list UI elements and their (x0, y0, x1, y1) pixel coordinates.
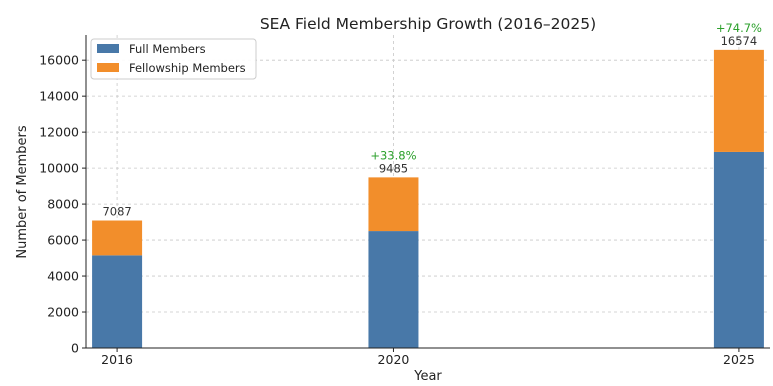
y-tick-label: 14000 (39, 89, 79, 104)
y-tick-label: 6000 (47, 233, 79, 248)
y-tick-label: 12000 (39, 125, 79, 140)
total-label: 7087 (102, 205, 131, 219)
bar-labels: 7087 9485+33.8% 16574+74.7% (102, 21, 762, 219)
bar-fellowship-members (92, 220, 143, 256)
bar-full-members (92, 255, 143, 348)
y-tick-label: 2000 (47, 305, 79, 320)
grid-lines (86, 35, 770, 349)
x-tick-label: 2016 (101, 352, 133, 367)
legend-label-full-members: Full Members (129, 42, 206, 56)
x-axis-label: Year (413, 369, 442, 384)
bar-fellowship-members (713, 49, 764, 152)
bar-full-members (713, 151, 764, 348)
bar-full-members (368, 231, 419, 348)
legend-label-fellowship-members: Fellowship Members (129, 61, 246, 75)
y-tick-label: 0 (71, 341, 79, 356)
legend-frame (90, 38, 257, 80)
growth-label: +74.7% (716, 21, 762, 35)
legend: Full Members Fellowship Members (90, 38, 257, 80)
bars (92, 49, 764, 348)
chart-title: SEA Field Membership Growth (2016–2025) (260, 15, 596, 33)
growth-label: +33.8% (370, 148, 416, 162)
x-tick-label: 2020 (378, 352, 410, 367)
x-tick-label: 2025 (723, 352, 755, 367)
x-axis-ticks: 2016 2020 2025 (101, 348, 755, 367)
y-tick-label: 8000 (47, 197, 79, 212)
legend-swatch-full-members (97, 44, 119, 53)
total-label: 9485 (379, 161, 408, 175)
y-tick-label: 10000 (39, 161, 79, 176)
legend-swatch-fellowship-members (97, 63, 119, 72)
bar-fellowship-members (368, 177, 419, 232)
y-tick-label: 4000 (47, 269, 79, 284)
total-label: 16574 (721, 34, 758, 48)
y-axis-label: Number of Members (15, 125, 30, 258)
y-axis-ticks: 0 2000 4000 6000 8000 10000 12000 14000 16000 (39, 53, 86, 356)
axes (85, 35, 770, 349)
y-tick-label: 16000 (39, 53, 79, 68)
